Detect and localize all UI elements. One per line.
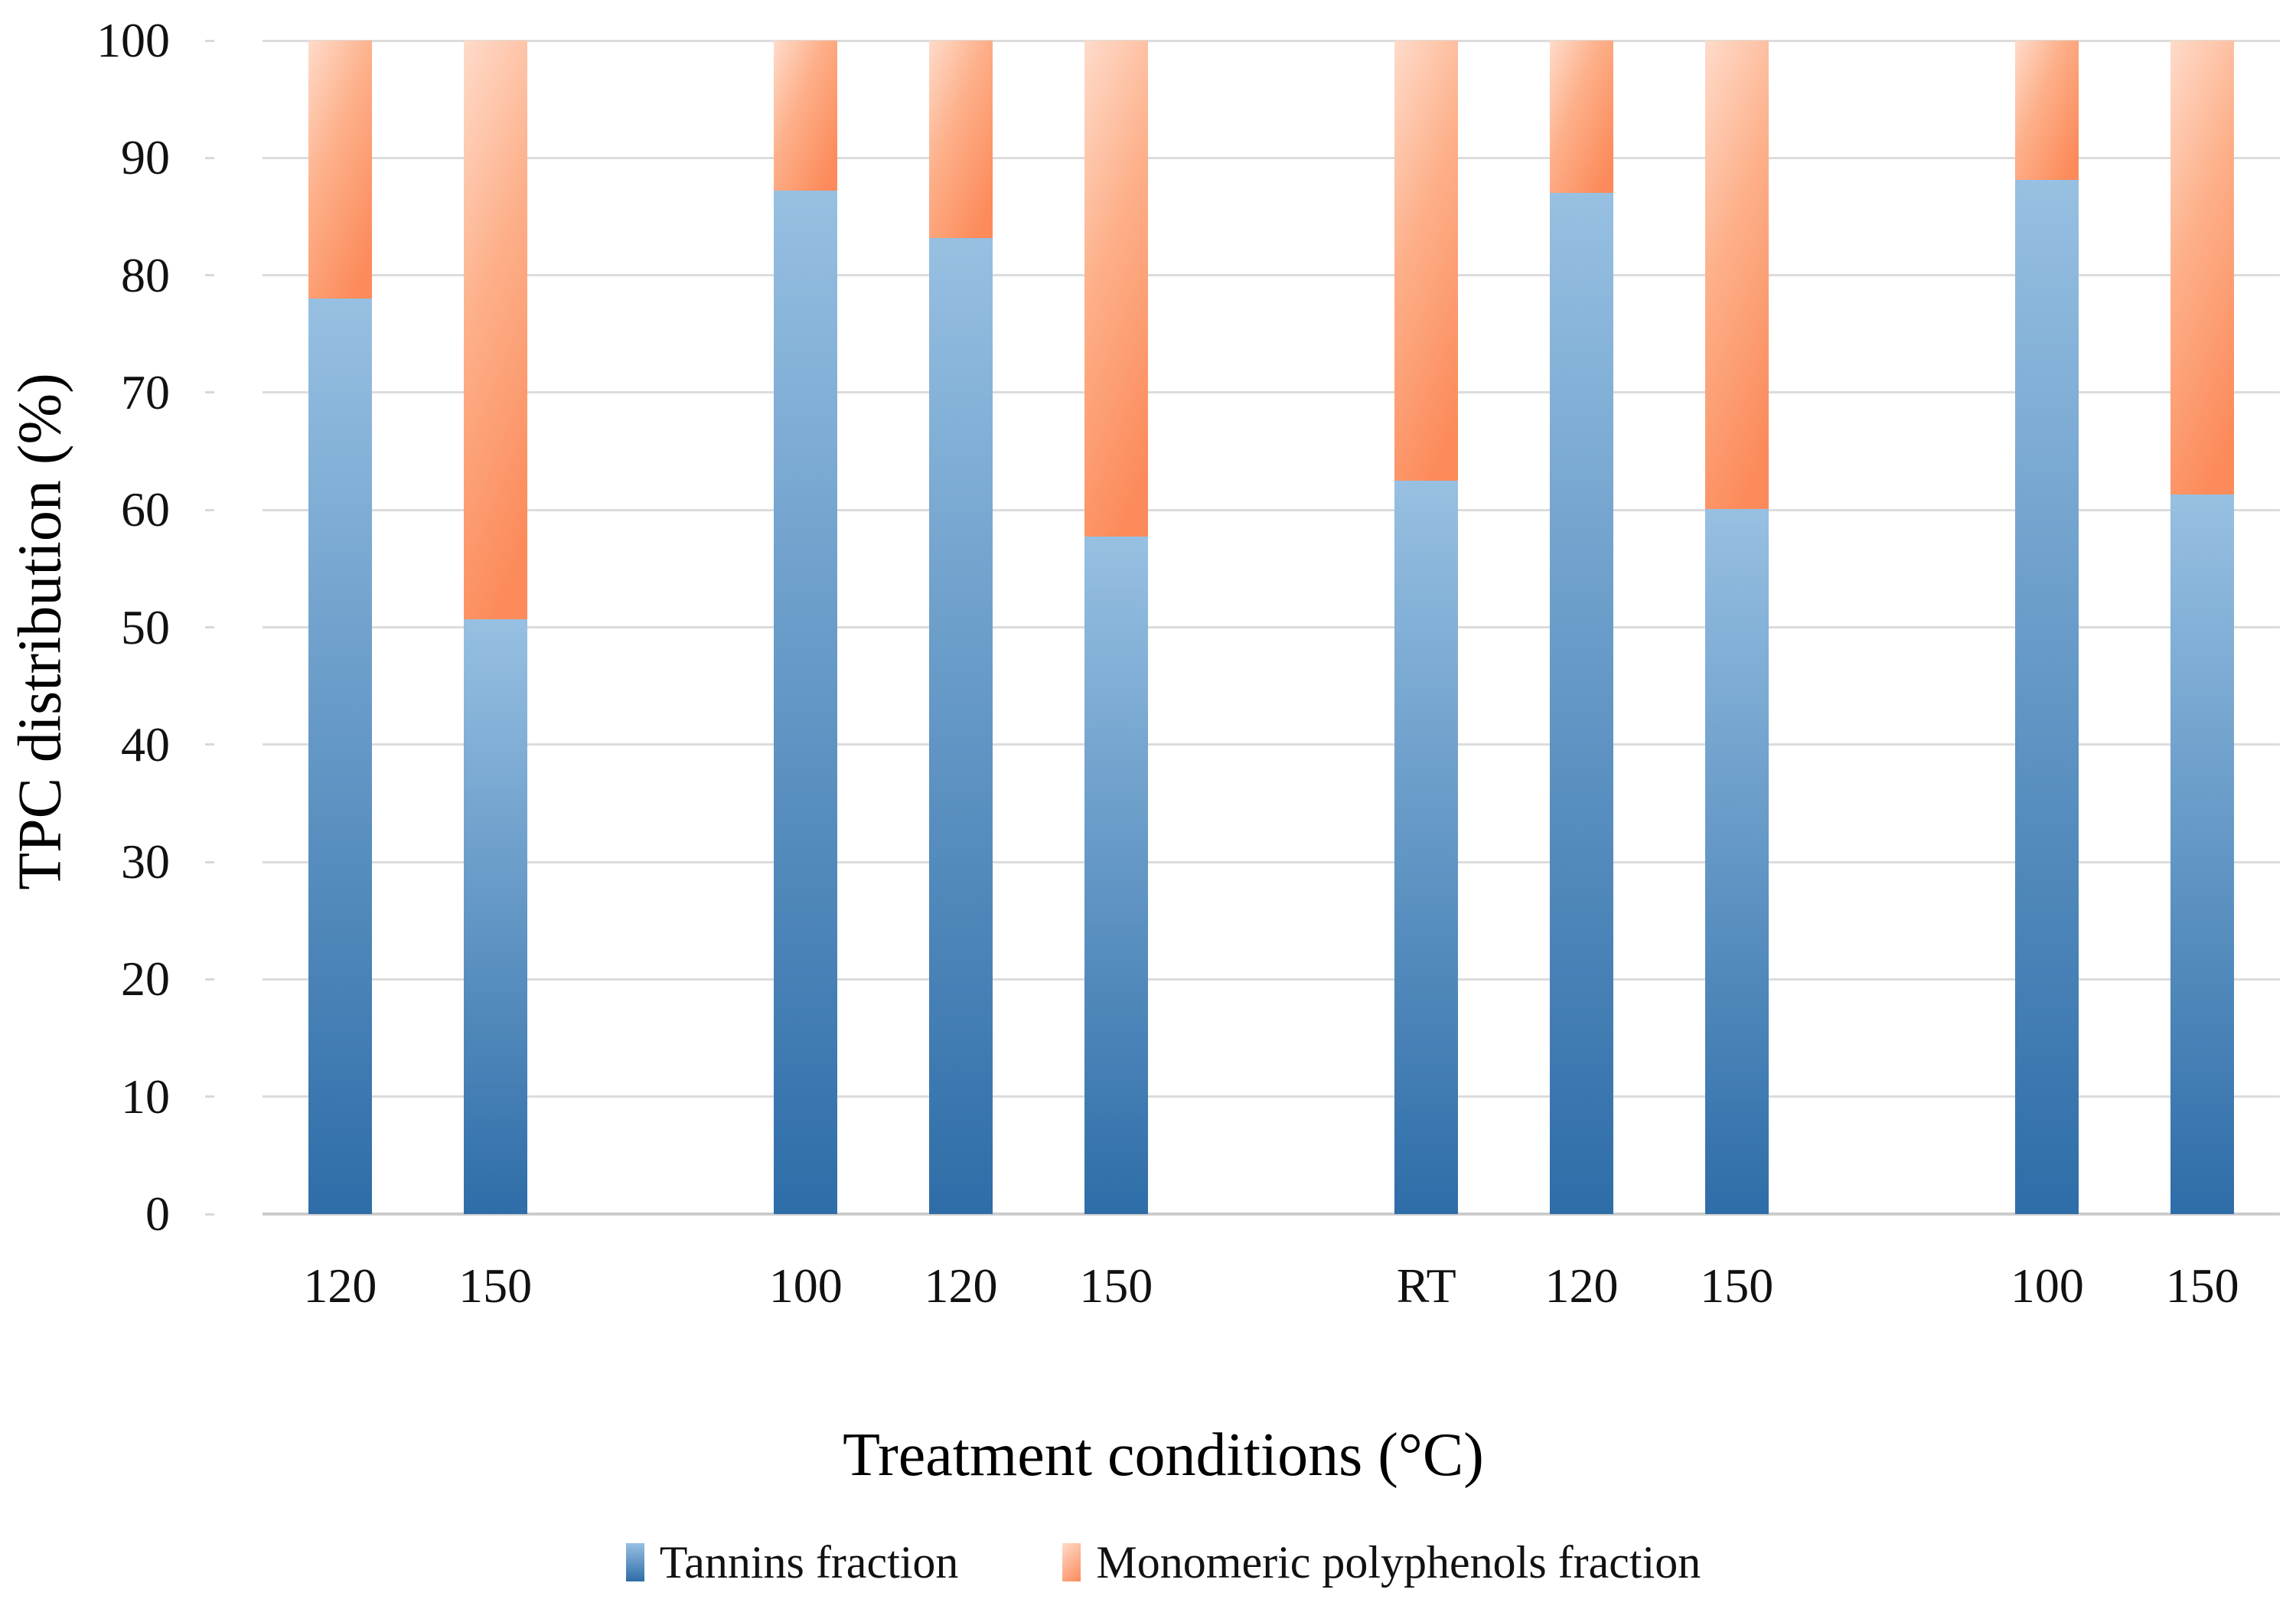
bar-group-120-0 [308, 41, 372, 1214]
plot-area [263, 39, 2280, 1216]
x-tick-label-150-1: 150 [458, 1258, 533, 1313]
tannins-segment [1704, 508, 1769, 1214]
y-tick-label-80: 80 [121, 247, 170, 302]
monomeric-polyphenols-segment [2015, 41, 2079, 181]
y-tick-mark-60 [205, 508, 214, 511]
y-gridline-60 [263, 508, 2280, 511]
bar-group-150-9 [2170, 41, 2235, 1214]
y-gridline-10 [263, 1095, 2280, 1098]
tannins-segment [463, 618, 527, 1214]
x-tick-label-120-3: 120 [924, 1258, 998, 1313]
x-tick-label-150-7: 150 [1700, 1258, 1774, 1313]
y-tick-mark-30 [205, 860, 214, 863]
monomeric-legend-swatch-icon [1062, 1543, 1081, 1581]
y-tick-label-70: 70 [121, 364, 170, 419]
tannins-segment [2015, 180, 2079, 1214]
y-tick-label-60: 60 [121, 482, 170, 537]
monomeric-polyphenols-segment [1394, 41, 1459, 481]
bar-group-120-6 [1550, 41, 1614, 1214]
bar-group-120-3 [928, 41, 993, 1214]
bar-group-150-4 [1084, 41, 1148, 1214]
y-tick-label-90: 90 [121, 130, 170, 185]
y-gridline-70 [263, 391, 2280, 394]
bar-group-150-1 [463, 41, 527, 1214]
y-gridline-50 [263, 626, 2280, 628]
y-tick-label-50: 50 [121, 599, 170, 654]
monomeric-polyphenols-segment [1704, 41, 1769, 509]
tannins-segment [2170, 494, 2235, 1214]
tannins-segment [1550, 193, 1614, 1214]
bar-group-100-8 [2015, 41, 2079, 1214]
y-tick-label-0: 0 [145, 1186, 170, 1241]
legend-label-monomeric: Monomeric polyphenols fraction [1096, 1537, 1701, 1588]
y-tick-mark-100 [205, 39, 214, 42]
y-gridline-20 [263, 977, 2280, 981]
x-tick-label-RT-5: RT [1396, 1258, 1456, 1313]
monomeric-polyphenols-segment [463, 41, 527, 619]
x-tick-label-100-2: 100 [768, 1258, 843, 1313]
y-tick-mark-0 [205, 1212, 214, 1216]
x-tick-label-100-8: 100 [2010, 1258, 2084, 1313]
legend: Tannins fraction Monomeric polyphenols f… [0, 1537, 2296, 1588]
x-axis-title: Treatment conditions (°C) [843, 1421, 1484, 1489]
y-tick-mark-40 [205, 743, 214, 746]
y-tick-mark-70 [205, 391, 214, 394]
y-tick-mark-10 [205, 1095, 214, 1098]
tannins-segment [1084, 537, 1148, 1214]
y-gridline-30 [263, 860, 2280, 863]
tannins-segment [774, 191, 838, 1214]
y-gridline-40 [263, 743, 2280, 746]
legend-label-tannins: Tannins fraction [659, 1537, 959, 1588]
y-tick-mark-20 [205, 977, 214, 981]
x-tick-label-150-9: 150 [2165, 1258, 2239, 1313]
bar-group-150-7 [1704, 41, 1769, 1214]
y-tick-label-40: 40 [121, 716, 170, 772]
legend-item-tannins: Tannins fraction [625, 1537, 959, 1588]
monomeric-polyphenols-segment [1550, 41, 1614, 194]
tannins-segment [1394, 480, 1459, 1214]
y-tick-label-10: 10 [121, 1069, 170, 1124]
y-tick-label-30: 30 [121, 834, 170, 889]
y-gridline-90 [263, 156, 2280, 159]
bar-group-RT-5 [1394, 41, 1459, 1214]
y-tick-mark-90 [205, 156, 214, 159]
y-tick-mark-50 [205, 626, 214, 628]
y-gridline-80 [263, 274, 2280, 277]
y-gridline-100 [263, 39, 2280, 42]
monomeric-polyphenols-segment [2170, 41, 2235, 495]
x-tick-label-120-0: 120 [303, 1258, 377, 1313]
x-axis-line [263, 1212, 2280, 1216]
y-tick-mark-80 [205, 274, 214, 277]
monomeric-polyphenols-segment [1084, 41, 1148, 537]
tannins-segment [308, 299, 372, 1214]
x-tick-label-120-6: 120 [1544, 1258, 1619, 1313]
monomeric-polyphenols-segment [308, 41, 372, 299]
x-tick-label-150-4: 150 [1079, 1258, 1153, 1313]
monomeric-polyphenols-segment [928, 41, 993, 238]
legend-item-monomeric: Monomeric polyphenols fraction [1062, 1537, 1701, 1588]
y-tick-label-100: 100 [96, 13, 170, 67]
tannins-legend-swatch-icon [625, 1543, 644, 1581]
bar-group-100-2 [774, 41, 838, 1214]
y-tick-label-20: 20 [121, 951, 170, 1007]
tannins-segment [928, 237, 993, 1214]
monomeric-polyphenols-segment [774, 41, 838, 191]
